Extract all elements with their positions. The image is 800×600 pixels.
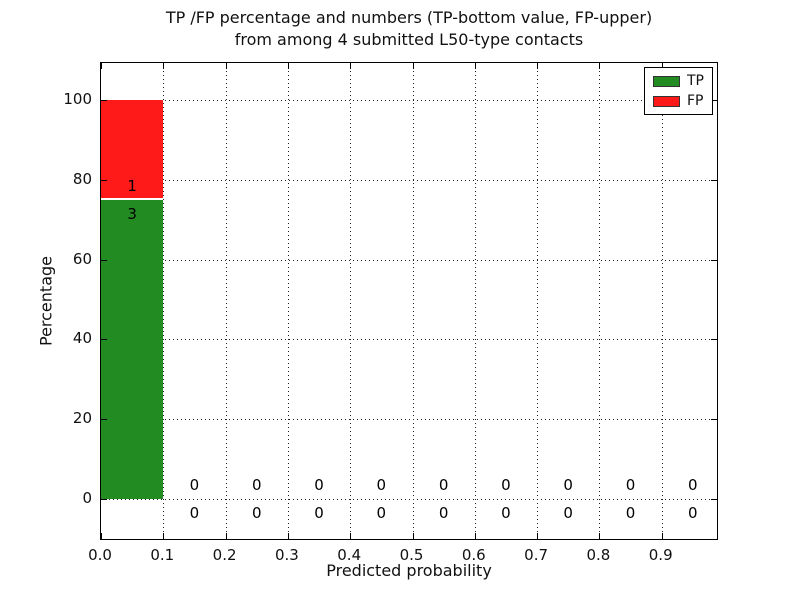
fp-count-label: 0 (252, 476, 262, 495)
x-tick-label: 0.8 (586, 546, 611, 564)
tp-count-label: 0 (688, 504, 698, 523)
x-tick-label: 0.4 (337, 546, 362, 564)
y-tick-label: 20 (72, 409, 92, 428)
x-tick-mark (350, 533, 352, 539)
tp-count-label: 0 (625, 504, 636, 523)
x-gridline (661, 63, 663, 539)
fp-count-label: 0 (563, 476, 573, 495)
fp-count-label: 0 (688, 476, 698, 495)
x-tick-mark-top (661, 63, 663, 69)
fp-count-label: 0 (625, 476, 636, 495)
legend-label: TP (687, 73, 704, 89)
x-tick-mark-top (412, 63, 414, 69)
tp-count-label: 0 (438, 504, 449, 523)
legend-entry-tp: TP (653, 73, 704, 89)
y-tick-mark (101, 259, 107, 261)
tp-count-label: 0 (252, 504, 262, 523)
x-gridline (225, 63, 227, 539)
y-tick-mark (101, 419, 107, 421)
tp-count-label: 0 (501, 504, 511, 523)
x-tick-mark-top (474, 63, 476, 69)
x-tick-mark-top (225, 63, 227, 69)
y-gridline (101, 179, 717, 181)
y-tick-mark-right (711, 339, 717, 341)
x-tick-mark (537, 533, 539, 539)
x-gridline (537, 63, 539, 539)
x-gridline (474, 63, 476, 539)
y-tick-label: 40 (72, 329, 92, 348)
y-tick-mark-right (711, 259, 717, 261)
y-tick-label: 0 (82, 489, 92, 507)
x-tick-label: 0.3 (274, 546, 299, 564)
fp-bar-segment (101, 100, 164, 198)
x-tick-mark (474, 533, 476, 539)
legend-entry-fp: FP (653, 93, 704, 109)
x-tick-label: 0.6 (461, 546, 486, 564)
x-tick-label: 0.9 (648, 546, 673, 564)
y-gridline (101, 339, 717, 341)
x-tick-label: 0.5 (399, 546, 424, 564)
tp-legend-swatch (653, 75, 680, 87)
y-gridline (101, 259, 717, 261)
tp-count-label: 0 (314, 504, 324, 523)
fp-count-label: 0 (189, 476, 200, 495)
x-tick-mark (287, 533, 289, 539)
y-gridline (101, 419, 717, 421)
x-gridline (287, 63, 289, 539)
x-tick-mark (163, 533, 165, 539)
x-tick-mark (412, 533, 414, 539)
x-axis-label: Predicted probability (326, 561, 492, 580)
tp-bar-segment (101, 199, 164, 500)
chart-title: TP /FP percentage and numbers (TP-bottom… (100, 7, 718, 51)
x-tick-mark-top (101, 63, 102, 69)
y-tick-mark (101, 339, 107, 341)
x-gridline (599, 63, 601, 539)
x-tick-mark-top (537, 63, 539, 69)
y-tick-mark-right (711, 419, 717, 421)
y-tick-mark (101, 179, 107, 181)
x-gridline (412, 63, 414, 539)
y-tick-mark (101, 499, 107, 500)
y-tick-label: 60 (72, 249, 92, 268)
chart-title-line2: from among 4 submitted L50-type contacts (234, 30, 584, 49)
tp-count-label: 0 (563, 504, 573, 523)
x-tick-mark-top (287, 63, 289, 69)
legend-label: FP (687, 93, 704, 109)
x-tick-mark-top (599, 63, 601, 69)
y-tick-label: 80 (72, 169, 92, 188)
x-tick-mark (101, 533, 102, 539)
x-tick-mark (661, 533, 663, 539)
x-tick-label: 0.0 (88, 546, 112, 564)
tp-count-label: 0 (189, 504, 200, 523)
x-tick-mark (225, 533, 227, 539)
fp-count-label: 0 (501, 476, 511, 495)
y-tick-mark-right (711, 179, 717, 181)
fp-count-label: 1 (127, 177, 137, 196)
y-gridline (101, 499, 717, 500)
y-tick-label: 100 (63, 90, 92, 108)
fp-legend-swatch (653, 95, 680, 107)
y-tick-mark (101, 100, 107, 101)
x-gridline (163, 63, 165, 539)
plot-area: TP FP 1 3 0 0 0 0 0 0 0 0 0 0 0 0 0 0 0 0 0 0 (100, 62, 718, 540)
x-gridline (350, 63, 352, 539)
y-gridline (101, 100, 717, 101)
fp-count-label: 0 (438, 476, 449, 495)
chart-title-line1: TP /FP percentage and numbers (TP-bottom… (165, 8, 653, 27)
y-tick-mark-right (711, 499, 717, 500)
fp-count-label: 0 (376, 476, 387, 495)
x-tick-label: 0.2 (212, 546, 237, 564)
fp-count-label: 0 (314, 476, 324, 495)
tp-count-label: 0 (376, 504, 387, 523)
x-tick-label: 0.1 (150, 546, 175, 564)
legend: TP FP (644, 67, 713, 115)
x-tick-mark (599, 533, 601, 539)
tp-count-label: 3 (127, 205, 137, 224)
x-tick-label: 0.7 (524, 546, 549, 564)
x-tick-mark-top (163, 63, 165, 69)
y-tick-mark-right (711, 100, 717, 101)
x-tick-mark-top (350, 63, 352, 69)
